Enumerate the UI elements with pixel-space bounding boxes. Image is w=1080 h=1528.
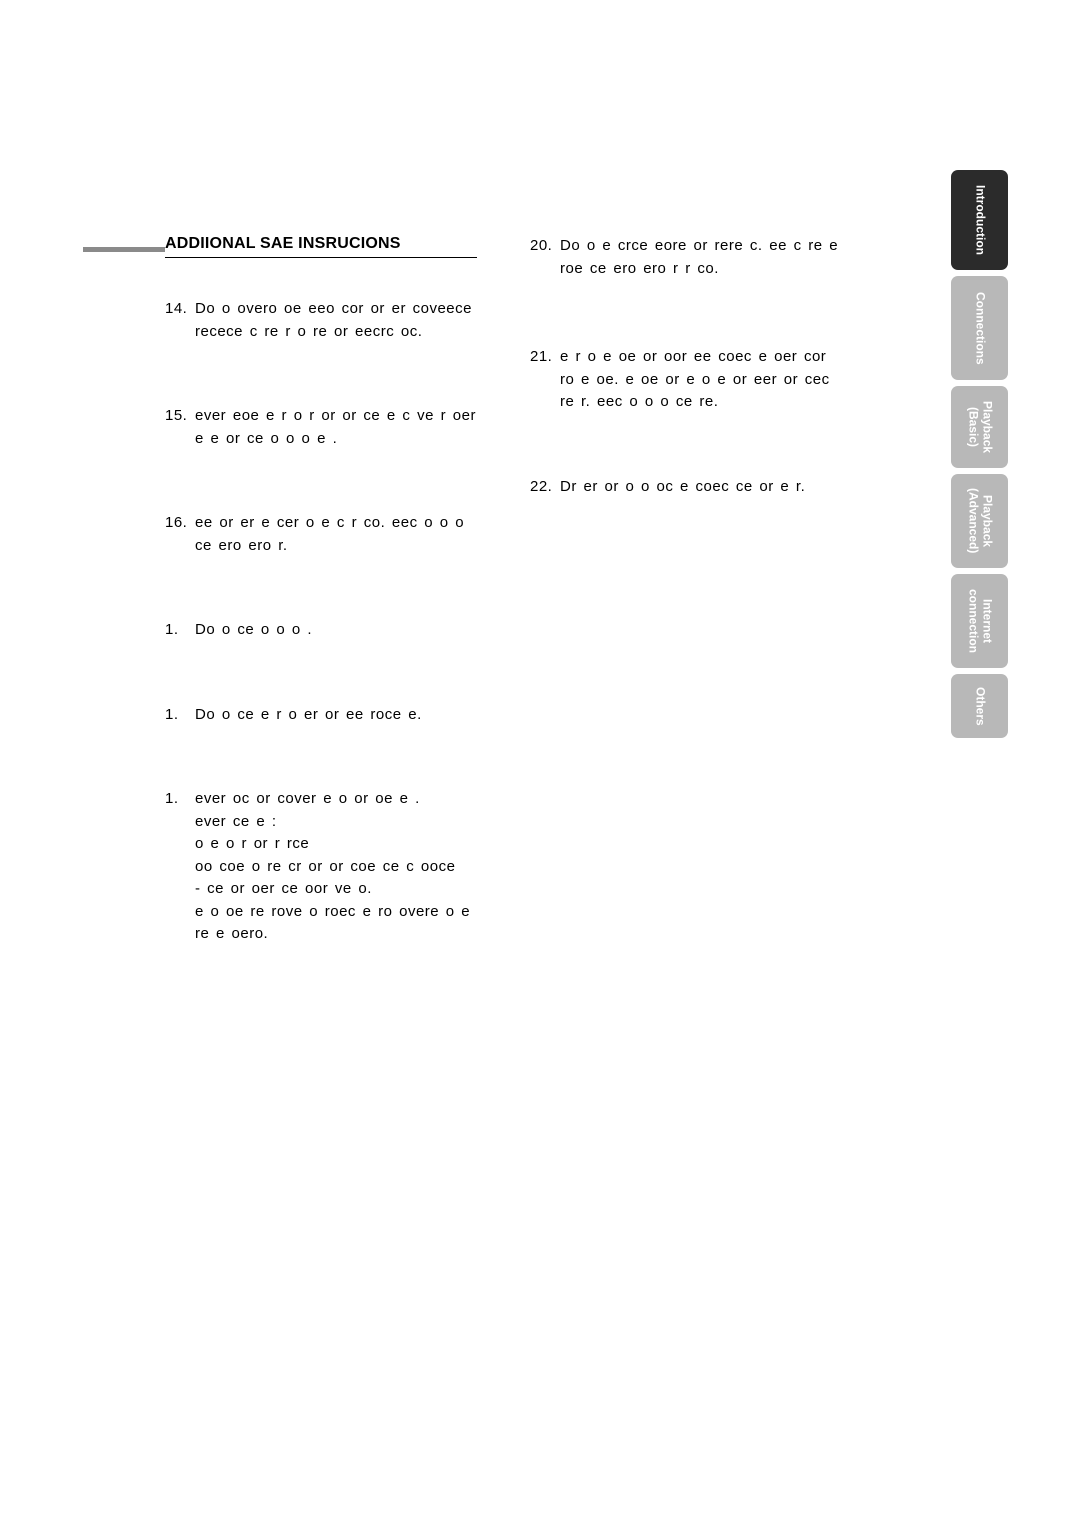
- item-number: 1.: [165, 788, 195, 946]
- item-text: e r o e oe or oor ee coec e oer cor ro e…: [560, 346, 845, 414]
- item-number: 20.: [530, 235, 560, 280]
- tab-label: Internet connection: [966, 589, 994, 653]
- list-item: 20. Do o e crce eore or rere c. ee c re …: [530, 235, 845, 280]
- list-item: 22. Dr er or o o oc e coec ce or e r.: [530, 476, 845, 499]
- list-item: 1. Do o ce e r o er or ee roce e.: [165, 704, 480, 727]
- list-item: 14. Do o overo oe eeo cor or er coveece …: [165, 298, 480, 343]
- item-text: ever oc or cover e o or oe e . ever ce e…: [195, 788, 480, 946]
- item-number: 1.: [165, 704, 195, 727]
- item-number: 22.: [530, 476, 560, 499]
- right-column: 21. e r o e oe or oor ee coec e oer cor …: [530, 298, 845, 946]
- tab-playback-advanced[interactable]: Playback (Advanced): [951, 474, 1008, 568]
- item-text: ee or er e cer o e c r co. eec o o o ce …: [195, 512, 480, 557]
- item-text: ever eoe e r o r or or ce e c ve r oer e…: [195, 405, 480, 450]
- list-item: 1. Do o ce o o o .: [165, 619, 480, 642]
- item-text: Do o e crce eore or rere c. ee c re e ro…: [560, 235, 845, 280]
- tab-label: Introduction: [973, 185, 987, 255]
- list-item: 16. ee or er e cer o e c r co. eec o o o…: [165, 512, 480, 557]
- accent-bar: [83, 247, 165, 252]
- item-text: Do o ce o o o .: [195, 619, 480, 642]
- item-number: 16.: [165, 512, 195, 557]
- main-content: ADDIIONAL SAE INSRUCIONS 20. Do o e crce…: [165, 235, 845, 946]
- side-tabs: Introduction Connections Playback (Basic…: [951, 170, 1008, 738]
- item-number: 21.: [530, 346, 560, 414]
- tab-connections[interactable]: Connections: [951, 276, 1008, 380]
- tab-others[interactable]: Others: [951, 674, 1008, 738]
- section-heading: ADDIIONAL SAE INSRUCIONS: [165, 235, 477, 258]
- tab-label: Playback (Advanced): [966, 488, 994, 553]
- tab-label: Connections: [973, 292, 987, 365]
- left-column: 14. Do o overo oe eeo cor or er coveece …: [165, 298, 480, 946]
- item-number: 15.: [165, 405, 195, 450]
- tab-playback-basic[interactable]: Playback (Basic): [951, 386, 1008, 468]
- tab-introduction[interactable]: Introduction: [951, 170, 1008, 270]
- list-item: 21. e r o e oe or oor ee coec e oer cor …: [530, 346, 845, 414]
- tab-internet-connection[interactable]: Internet connection: [951, 574, 1008, 668]
- item-text: Do o ce e r o er or ee roce e.: [195, 704, 480, 727]
- list-item: 1. ever oc or cover e o or oe e . ever c…: [165, 788, 480, 946]
- list-item: 15. ever eoe e r o r or or ce e c ve r o…: [165, 405, 480, 450]
- tab-label: Others: [973, 687, 987, 726]
- tab-label: Playback (Basic): [966, 401, 994, 453]
- item-number: 1.: [165, 619, 195, 642]
- item-number: 14.: [165, 298, 195, 343]
- item-text: Dr er or o o oc e coec ce or e r.: [560, 476, 845, 499]
- item-text: Do o overo oe eeo cor or er coveece rece…: [195, 298, 480, 343]
